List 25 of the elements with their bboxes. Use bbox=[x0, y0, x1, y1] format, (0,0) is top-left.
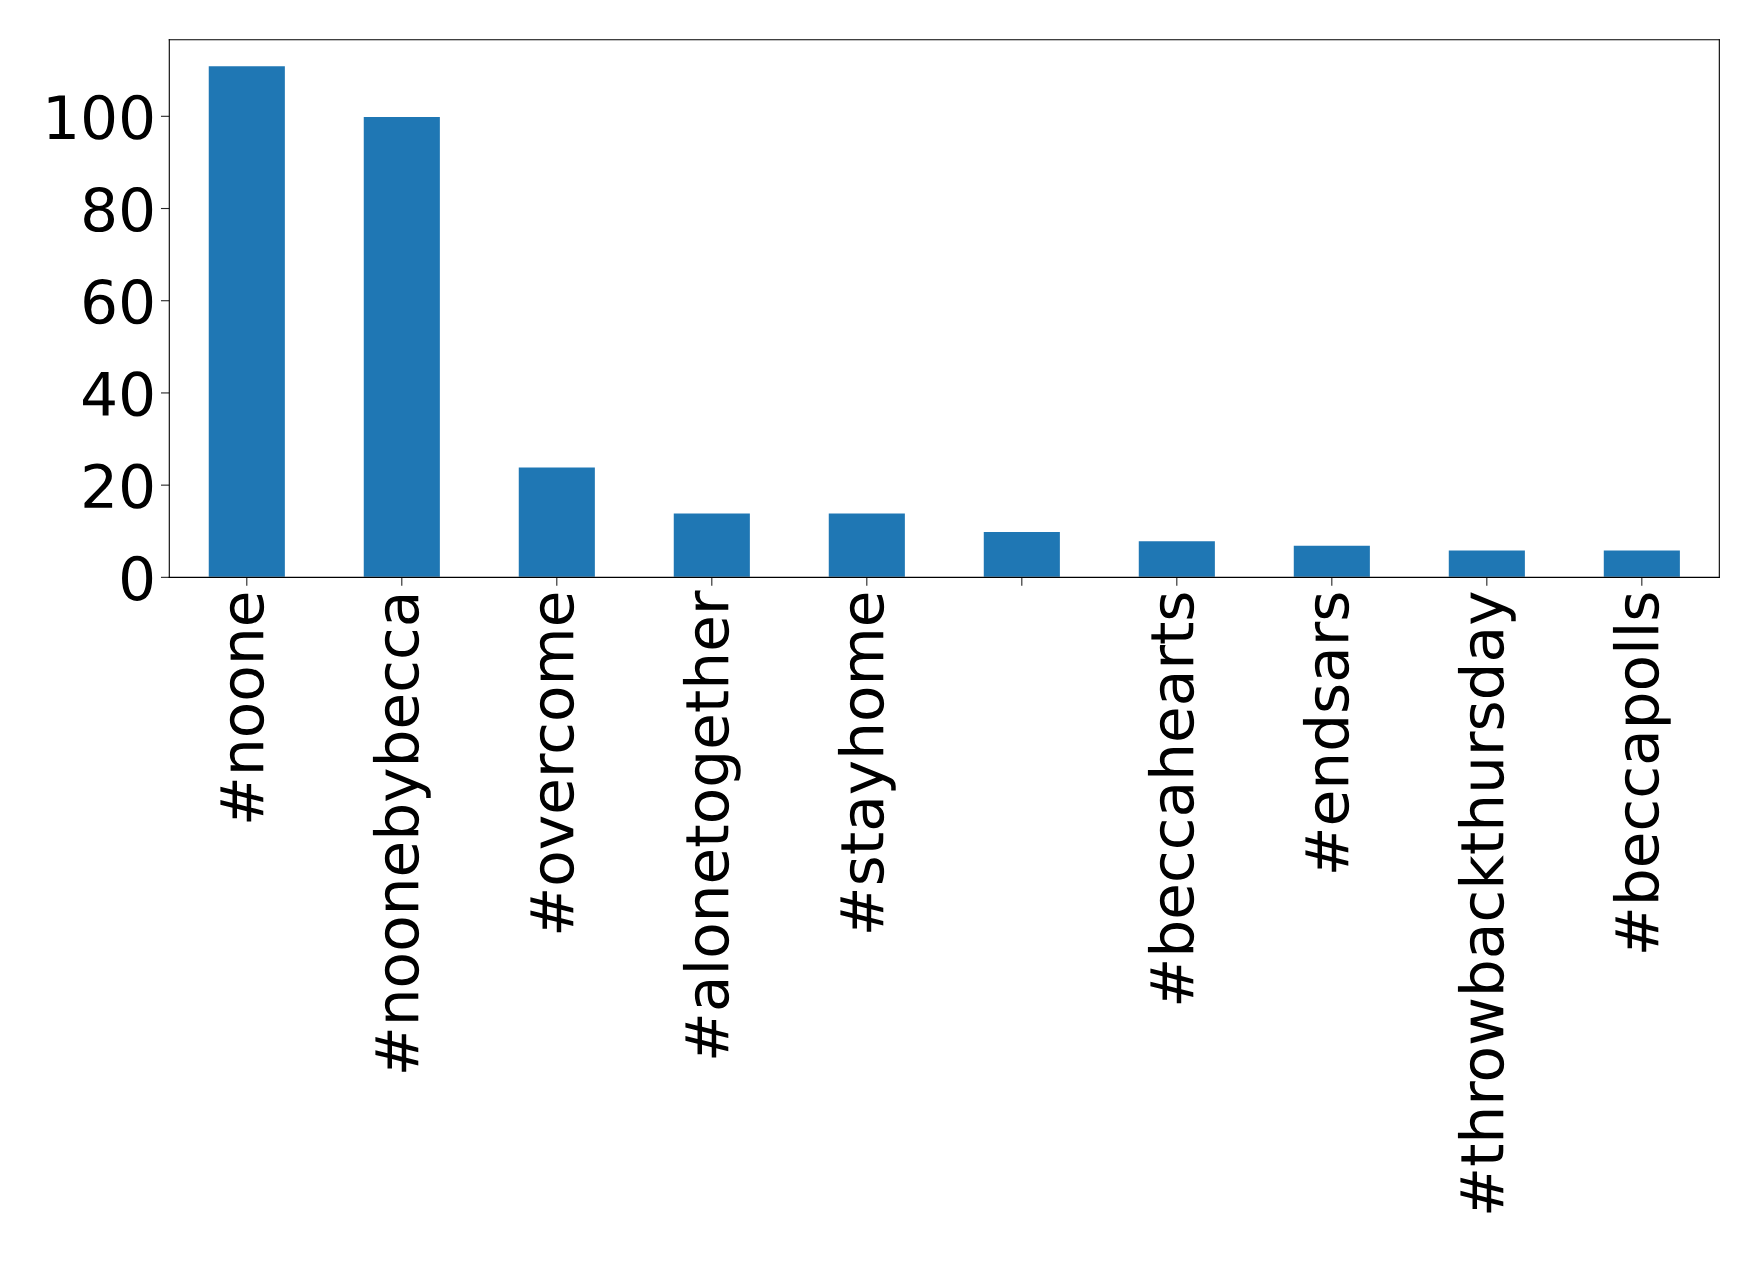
bar bbox=[517, 466, 597, 578]
y-tick-label: 80 bbox=[84, 186, 153, 233]
x-tick-label: #noone bbox=[220, 593, 265, 822]
x-tick-label: #alonetogether bbox=[682, 590, 741, 1058]
x-tick-label: #beccahearts bbox=[1147, 593, 1195, 1004]
y-tick-label: 0 bbox=[122, 555, 153, 601]
x-tick-label: #beccapolls bbox=[1612, 593, 1671, 952]
x-tick-label: #throwbackthursday bbox=[1457, 592, 1516, 1213]
x-tick-label: #stayhome bbox=[837, 593, 896, 932]
y-tick-label: 60 bbox=[84, 279, 153, 325]
y-tick-label: 100 bbox=[48, 94, 153, 140]
bar bbox=[1602, 548, 1682, 578]
y-tick-label: 40 bbox=[83, 371, 153, 417]
bar bbox=[1292, 544, 1372, 578]
x-tick-label: #noonebybecca bbox=[372, 596, 431, 1072]
bar bbox=[207, 64, 287, 578]
y-tick-label: 20 bbox=[84, 463, 153, 509]
bar bbox=[672, 512, 752, 578]
bar bbox=[1137, 539, 1217, 578]
x-tick-label: #overcome bbox=[530, 593, 575, 933]
bar bbox=[1447, 548, 1527, 578]
bar bbox=[827, 512, 907, 578]
bar bbox=[982, 530, 1062, 578]
x-tick-label: #endsars bbox=[1302, 593, 1350, 872]
bar bbox=[362, 115, 442, 578]
